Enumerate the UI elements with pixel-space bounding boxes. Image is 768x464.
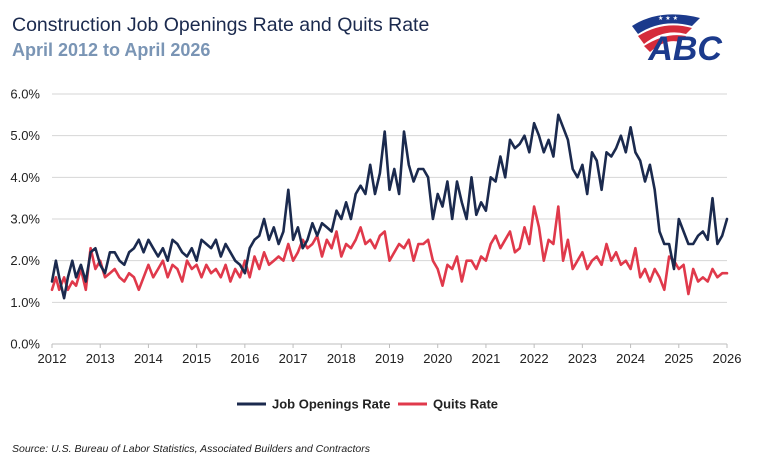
x-tick-label: 2014 bbox=[134, 351, 163, 366]
y-tick-label: 3.0% bbox=[10, 212, 40, 227]
series-lines bbox=[50, 113, 729, 300]
svg-text:★ ★ ★: ★ ★ ★ bbox=[658, 15, 678, 22]
gridlines bbox=[52, 93, 727, 303]
x-axis-ticks: 2012 2013 2014 2015 2016 2017 2018 2019 2020 2021… bbox=[38, 344, 742, 366]
x-tick-label: 2015 bbox=[182, 351, 211, 366]
chart-subtitle: April 2012 to April 2026 bbox=[12, 40, 211, 60]
x-tick-label: 2013 bbox=[86, 351, 115, 366]
legend-label: Job Openings Rate bbox=[272, 397, 390, 412]
x-tick-label: 2017 bbox=[279, 351, 308, 366]
source-note: Source: U.S. Bureau of Labor Statistics,… bbox=[12, 443, 370, 455]
x-tick-label: 2025 bbox=[664, 351, 693, 366]
logo-text: ABC bbox=[647, 30, 722, 66]
x-tick-label: 2019 bbox=[375, 351, 404, 366]
series-line-job-openings-rate bbox=[50, 113, 729, 300]
abc-logo: ★ ★ ★ ABC bbox=[632, 14, 722, 66]
x-tick-label: 2024 bbox=[616, 351, 645, 366]
y-tick-label: 6.0% bbox=[10, 87, 40, 102]
x-tick-label: 2026 bbox=[713, 351, 742, 366]
y-tick-label: 5.0% bbox=[10, 128, 40, 143]
y-tick-label: 2.0% bbox=[10, 253, 40, 268]
y-tick-label: 4.0% bbox=[10, 170, 40, 185]
x-tick-label: 2020 bbox=[423, 351, 452, 366]
flag-swoosh-icon: ★ ★ ★ bbox=[632, 14, 700, 52]
x-tick-label: 2018 bbox=[327, 351, 356, 366]
y-tick-label: 1.0% bbox=[10, 295, 40, 310]
x-tick-label: 2012 bbox=[38, 351, 67, 366]
x-tick-label: 2022 bbox=[520, 351, 549, 366]
x-tick-label: 2021 bbox=[471, 351, 500, 366]
y-tick-label: 0.0% bbox=[10, 337, 40, 352]
x-tick-label: 2016 bbox=[230, 351, 259, 366]
y-axis-ticks: 0.0% 1.0% 2.0% 3.0% 4.0% 5.0% 6.0% bbox=[10, 87, 40, 352]
series-line-quits-rate bbox=[50, 205, 729, 296]
legend-label: Quits Rate bbox=[433, 397, 498, 412]
chart-title: Construction Job Openings Rate and Quits… bbox=[12, 14, 430, 36]
legend: Job Openings Rate Quits Rate bbox=[237, 397, 498, 412]
x-tick-label: 2023 bbox=[568, 351, 597, 366]
